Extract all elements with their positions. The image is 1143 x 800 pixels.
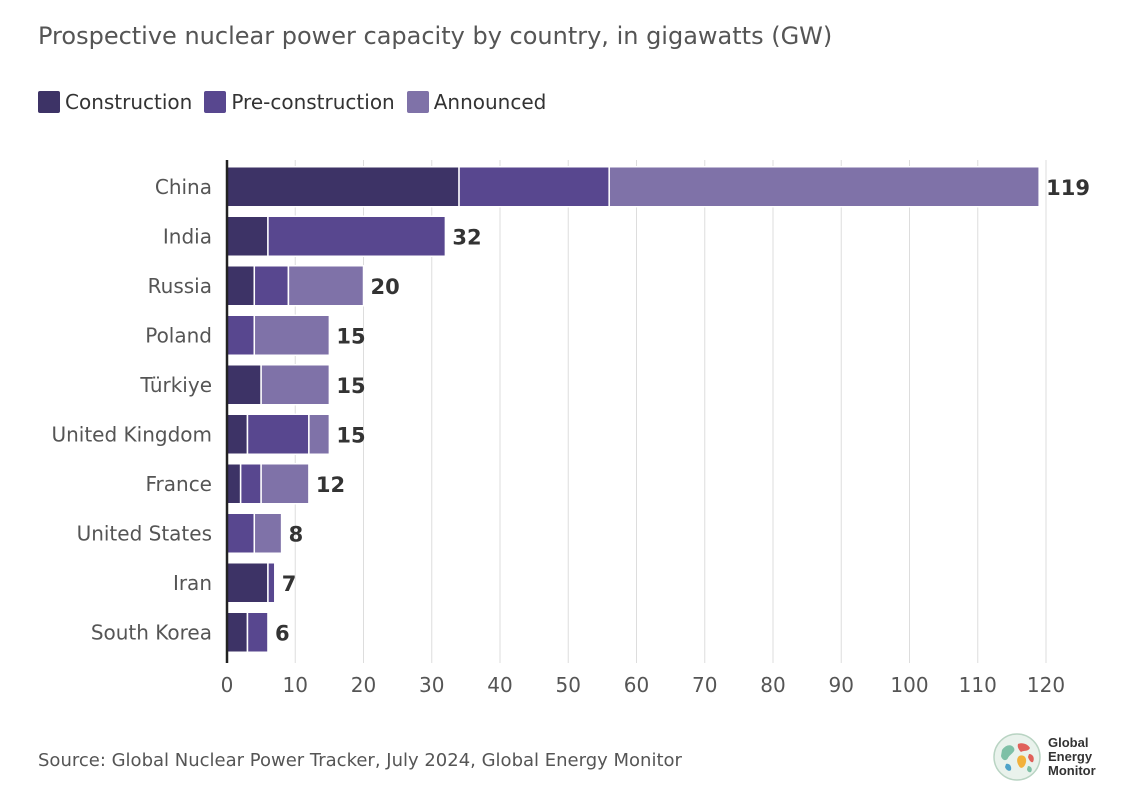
- legend-label-pre-construction: Pre-construction: [231, 90, 395, 114]
- bar-segment: [226, 215, 269, 257]
- bar-segment: [226, 314, 256, 356]
- x-tick-label: 110: [959, 673, 997, 697]
- x-tick-label: 40: [487, 673, 512, 697]
- category-label: China: [155, 175, 212, 199]
- bar-segment: [226, 512, 256, 554]
- logo-line-3: Monitor: [1048, 763, 1096, 778]
- bar-segment: [226, 611, 249, 653]
- category-label: United Kingdom: [51, 422, 212, 446]
- logo-text: Global Energy Monitor: [1048, 736, 1096, 778]
- category-label: India: [163, 224, 212, 248]
- total-label: 20: [371, 275, 400, 299]
- bar-segment: [239, 463, 262, 505]
- total-label: 6: [275, 621, 290, 645]
- globe-icon: [993, 733, 1041, 781]
- x-tick-label: 120: [1027, 673, 1065, 697]
- bar-chart: 0 10 20 30 40 50 60 70 80 90 100 110 120 China 119 Indi…: [51, 160, 1090, 697]
- bar-segment: [458, 166, 610, 208]
- bar-segment: [226, 364, 262, 406]
- total-label: 15: [336, 324, 365, 348]
- x-tick-label: 10: [283, 673, 308, 697]
- bar-segment: [260, 364, 331, 406]
- category-label: South Korea: [91, 620, 212, 644]
- total-label: 119: [1046, 176, 1090, 200]
- bar-segment: [308, 413, 331, 455]
- bar-segment: [226, 463, 242, 505]
- legend-label-construction: Construction: [65, 90, 193, 114]
- bar-segment: [267, 215, 447, 257]
- category-label: Russia: [148, 274, 212, 298]
- chart-title: Prospective nuclear power capacity by co…: [38, 22, 833, 50]
- bar-segment: [287, 265, 365, 307]
- legend-swatch-pre-construction: [204, 91, 227, 113]
- logo-line-2: Energy: [1048, 749, 1093, 764]
- bar-segment: [267, 562, 276, 604]
- category-label: Poland: [145, 323, 212, 347]
- x-tick-label: 0: [221, 673, 234, 697]
- total-label: 7: [282, 572, 297, 596]
- category-label: France: [145, 472, 212, 496]
- bar-segment: [260, 463, 310, 505]
- total-label: 8: [289, 522, 304, 546]
- source-note: Source: Global Nuclear Power Tracker, Ju…: [38, 750, 682, 771]
- bar-segment: [226, 265, 256, 307]
- bar-segment: [253, 314, 331, 356]
- global-energy-monitor-logo: Global Energy Monitor: [992, 732, 1096, 782]
- x-tick-label: 30: [419, 673, 444, 697]
- x-tick-label: 50: [556, 673, 581, 697]
- legend-item-construction: Construction: [38, 90, 192, 114]
- legend-item-announced: Announced: [406, 90, 547, 114]
- category-label: Türkiye: [139, 373, 212, 397]
- category-label: Iran: [173, 571, 212, 595]
- legend-label-announced: Announced: [433, 90, 547, 114]
- legend: Construction Pre-construction Announced: [38, 90, 558, 114]
- x-tick-label: 90: [829, 673, 854, 697]
- bar-segment: [246, 611, 269, 653]
- legend-swatch-announced: [406, 91, 429, 113]
- x-tick-label: 20: [351, 673, 376, 697]
- total-label: 15: [336, 374, 365, 398]
- bar-segment: [253, 265, 290, 307]
- x-tick-label: 80: [760, 673, 785, 697]
- x-tick-label: 60: [624, 673, 649, 697]
- total-label: 15: [336, 423, 365, 447]
- logo-line-1: Global: [1048, 735, 1089, 750]
- bar-segment: [253, 512, 283, 554]
- x-tick-label: 100: [890, 673, 928, 697]
- total-label: 32: [452, 225, 481, 249]
- category-label: United States: [77, 521, 212, 545]
- bar-segment: [226, 562, 269, 604]
- legend-swatch-construction: [38, 91, 60, 113]
- x-tick-label: 70: [692, 673, 717, 697]
- bar-segment: [246, 413, 310, 455]
- legend-item-pre-construction: Pre-construction: [204, 90, 395, 114]
- total-label: 12: [316, 473, 345, 497]
- bar-segment: [608, 166, 1040, 208]
- bar-segment: [226, 413, 249, 455]
- bar-segment: [226, 166, 460, 208]
